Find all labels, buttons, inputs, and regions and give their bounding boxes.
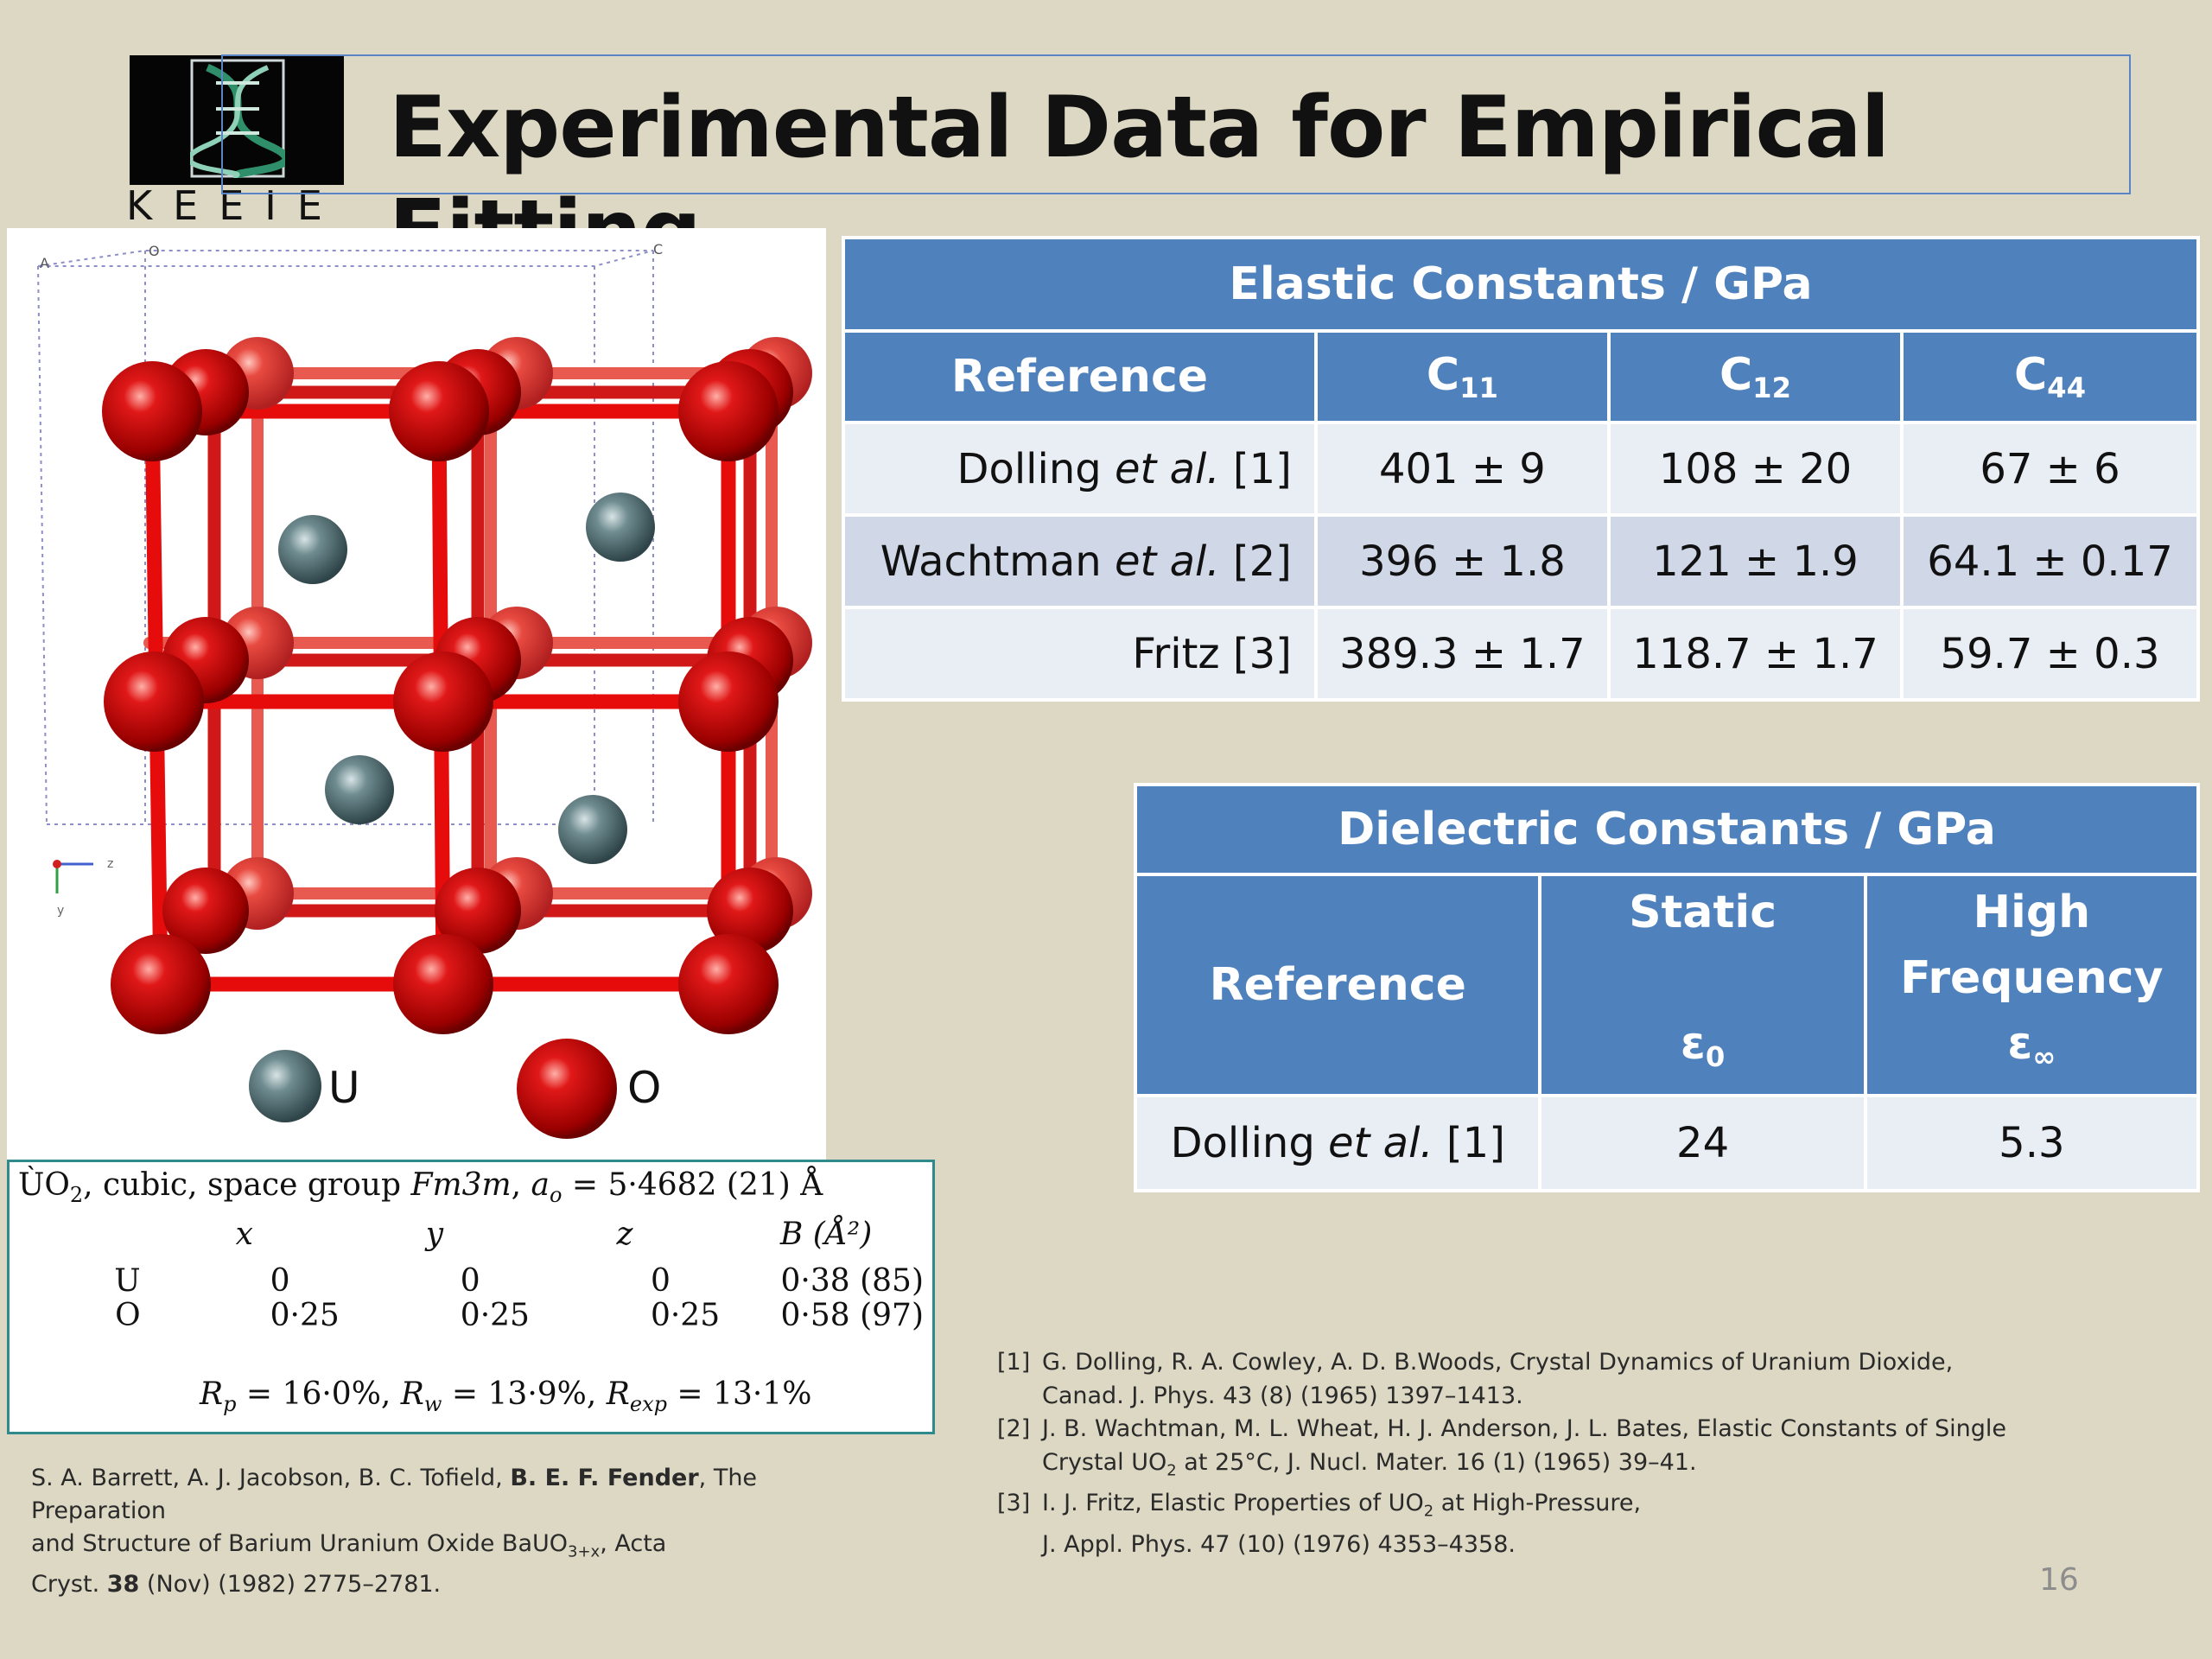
col-header-c44: C44 (1900, 329, 2200, 424)
refinement-stats: Rp = 16·0%, Rw = 13·9%, Rexp = 13·1% (200, 1376, 812, 1417)
dielectric-table-title: Dielectric Constants / GPa (1134, 783, 2200, 876)
reference-item: [2] J. B. Wachtman, M. L. Wheat, H. J. A… (997, 1415, 2006, 1479)
c44-cell: 67 ± 6 (1900, 421, 2200, 517)
c44-cell: 64.1 ± 0.17 (1900, 513, 2200, 609)
c44-cell: 59.7 ± 0.3 (1900, 606, 2200, 702)
c11-cell: 396 ± 1.8 (1313, 513, 1611, 609)
oxygen-legend-icon (517, 1039, 617, 1139)
axis-label-a: A (40, 255, 49, 271)
table-row: Fritz [3] 389.3 ± 1.7 118.7 ± 1.7 59.7 ±… (842, 606, 2200, 702)
structure-reference: S. A. Barrett, A. J. Jacobson, B. C. Tof… (31, 1465, 758, 1599)
col-header-x: x (235, 1217, 253, 1252)
static-cell: 24 (1538, 1094, 1867, 1192)
axis-label-o: O (149, 243, 160, 259)
uranium-legend-icon (249, 1050, 321, 1122)
logo-text: KEEIE (126, 185, 343, 228)
logo (130, 55, 344, 185)
legend-u: U (328, 1063, 360, 1113)
axis-label-c: C (653, 241, 663, 257)
reference-cell: Fritz [3] (842, 606, 1318, 702)
reference-list: [1] G. Dolling, R. A. Cowley, A. D. B.Wo… (997, 1346, 2155, 1562)
table-row: Wachtman et al. [2] 396 ± 1.8 121 ± 1.9 … (842, 513, 2200, 609)
table-row: U 0 0 0 0·38 (85) (114, 1263, 924, 1299)
reference-item: [1] G. Dolling, R. A. Cowley, A. D. B.Wo… (997, 1349, 1954, 1409)
reference-cell: Dolling et al. [1] (1133, 1094, 1542, 1192)
col-header-static: Static ε0 (1538, 873, 1867, 1097)
high-frequency-cell: 5.3 (1863, 1094, 2201, 1192)
structure-caption: ÙO2, cubic, space group Fm3m, ao = 5·468… (18, 1167, 823, 1208)
front-oxygen-atoms (102, 361, 779, 1034)
col-header-c12: C12 (1606, 329, 1904, 424)
atomic-positions-box: ÙO2, cubic, space group Fm3m, ao = 5·468… (7, 1160, 935, 1434)
c11-cell: 401 ± 9 (1313, 421, 1611, 517)
reference-cell: Wachtman et al. [2] (842, 513, 1318, 609)
axes-widget-icon (53, 860, 93, 893)
col-header-z: z (616, 1217, 633, 1252)
table-row: Dolling et al. [1] 401 ± 9 108 ± 20 67 ±… (842, 421, 2200, 517)
axis-label-z: z (107, 857, 113, 871)
unit-cell-outline (37, 250, 654, 825)
col-header-reference: Reference (1133, 873, 1542, 1097)
c11-cell: 389.3 ± 1.7 (1313, 606, 1611, 702)
col-header-reference: Reference (842, 329, 1318, 424)
col-header-b: B (Å²) (779, 1217, 873, 1252)
col-header-y: y (425, 1217, 444, 1252)
reference-cell: Dolling et al. [1] (842, 421, 1318, 517)
c12-cell: 108 ± 20 (1606, 421, 1904, 517)
elastic-table-title: Elastic Constants / GPa (842, 236, 2200, 333)
title-frame (221, 54, 2131, 194)
c12-cell: 118.7 ± 1.7 (1606, 606, 1904, 702)
atomic-positions-table: x y z B (Å²) U 0 0 0 0·38 (85) O 0·25 0·… (10, 1217, 932, 1333)
c12-cell: 121 ± 1.9 (1606, 513, 1904, 609)
reference-item: [3] I. J. Fritz, Elastic Properties of U… (997, 1490, 1642, 1559)
crystal-structure-image: A O C z y (7, 228, 826, 1160)
elastic-constants-table: Elastic Constants / GPa Reference C11 C1… (842, 236, 2200, 702)
dielectric-constants-table: Dielectric Constants / GPa Reference Sta… (1133, 783, 2201, 1192)
table-row: Dolling et al. [1] 24 5.3 (1133, 1094, 2201, 1192)
uranium-atoms (278, 493, 655, 864)
axis-label-y: y (57, 904, 64, 918)
table-row: O 0·25 0·25 0·25 0·58 (97) (115, 1298, 924, 1333)
slide-number: 16 (2039, 1562, 2079, 1598)
dna-logo-icon (190, 59, 285, 178)
legend-o: O (627, 1063, 661, 1113)
col-header-high-frequency: High Frequency ε∞ (1863, 873, 2201, 1097)
col-header-c11: C11 (1313, 329, 1611, 424)
